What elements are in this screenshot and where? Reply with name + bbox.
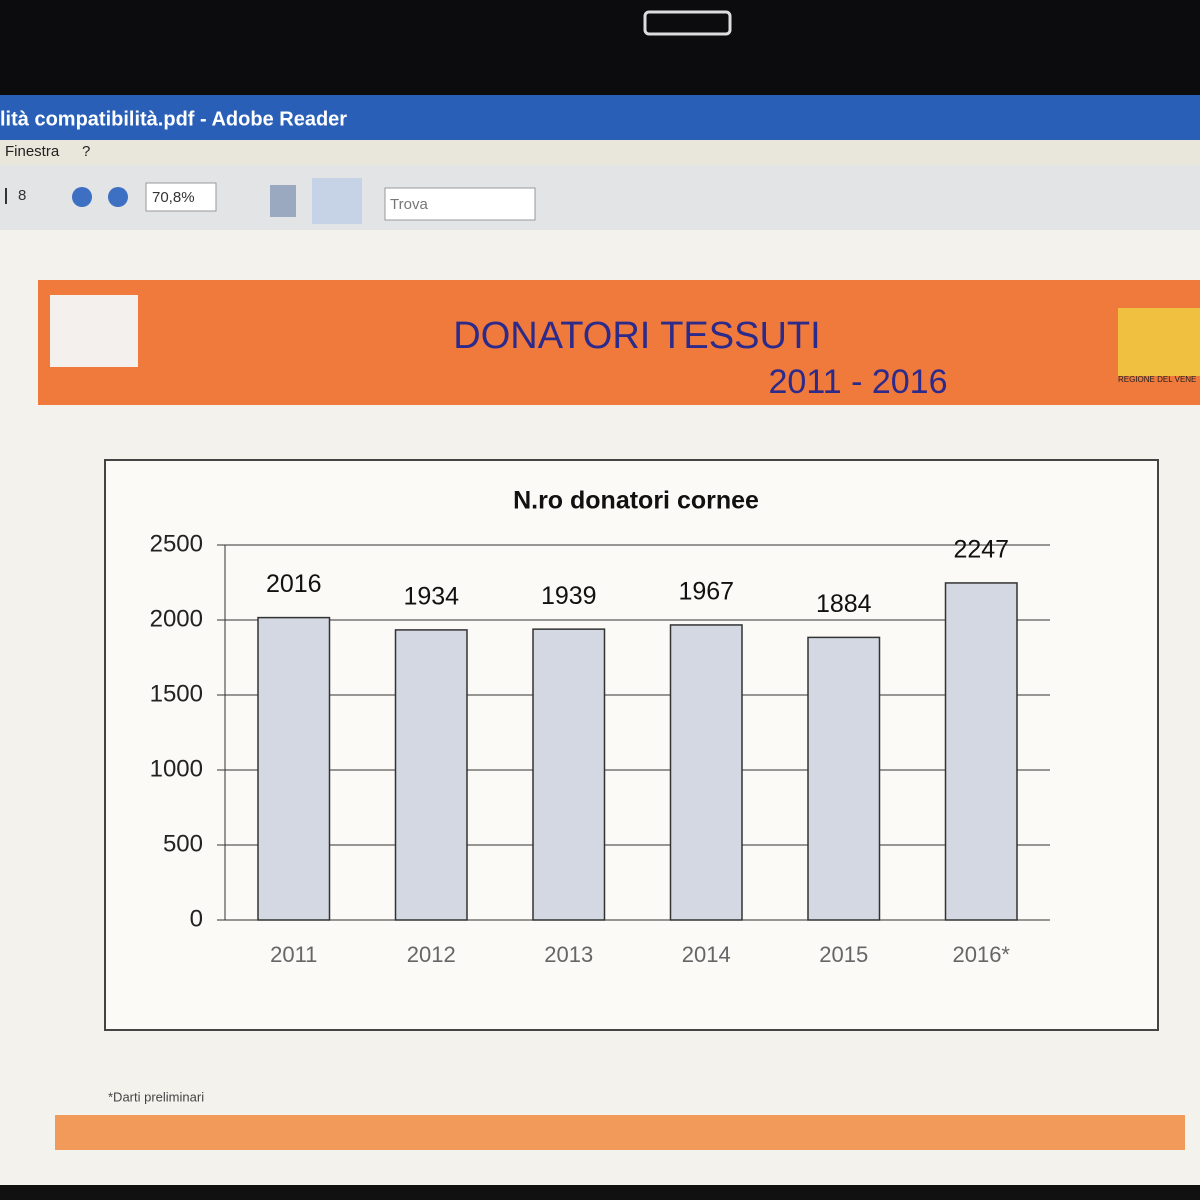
y-tick-label: 0	[190, 905, 203, 932]
bar	[257, 616, 331, 921]
page-count: 8	[18, 187, 26, 204]
slide-title: DONATORI TESSUTI	[453, 315, 820, 357]
menu-item[interactable]: ?	[82, 143, 90, 160]
y-tick-label: 1000	[150, 755, 203, 782]
bezel	[0, 0, 1200, 95]
bar	[807, 636, 881, 921]
y-tick-label: 1500	[150, 680, 203, 707]
camera-logo	[643, 10, 732, 36]
chart-title: N.ro donatori cornee	[513, 487, 759, 515]
x-tick-label: 2011	[270, 942, 317, 967]
y-tick-label: 2000	[150, 605, 203, 632]
fit-width-button[interactable]	[270, 185, 296, 217]
x-tick-label: 2012	[407, 942, 456, 967]
y-tick-label: 500	[163, 830, 203, 857]
search-placeholder: Trova	[390, 196, 428, 213]
x-tick-label: 2013	[544, 942, 593, 967]
logo-text: REGIONE DEL VENE	[1118, 375, 1196, 384]
zoom-value: 70,8%	[152, 189, 195, 206]
y-tick-label: 2500	[150, 530, 203, 557]
x-tick-label: 2015	[819, 942, 868, 967]
data-label: 1967	[678, 578, 734, 606]
bar	[669, 624, 743, 921]
menu-item[interactable]: Finestra	[5, 143, 60, 160]
fit-page-button[interactable]	[312, 178, 362, 224]
menu-bar	[0, 140, 1200, 165]
x-tick-label: 2016*	[952, 942, 1010, 967]
data-label: 2247	[953, 536, 1009, 564]
x-tick-label: 2014	[682, 942, 731, 967]
bar	[532, 628, 606, 921]
data-label: 1934	[403, 583, 459, 611]
left-logo	[50, 295, 138, 367]
slide-banner	[38, 280, 1200, 405]
data-label: 1884	[816, 590, 872, 618]
footnote: *Darti preliminari	[108, 1089, 204, 1104]
right-logo	[1118, 308, 1200, 376]
bar	[944, 582, 1018, 921]
search-box[interactable]	[384, 187, 536, 221]
data-label: 2016	[266, 570, 322, 598]
title-bar	[0, 95, 1200, 140]
data-label: 1939	[541, 582, 597, 610]
window-title: lità compatibilità.pdf - Adobe Reader	[0, 108, 347, 130]
footer-bar	[55, 1115, 1185, 1150]
slide-subtitle: 2011 - 2016	[769, 363, 948, 401]
zoom-box[interactable]	[145, 182, 217, 212]
prev-button[interactable]	[72, 187, 92, 207]
bar	[394, 629, 468, 921]
next-button[interactable]	[108, 187, 128, 207]
